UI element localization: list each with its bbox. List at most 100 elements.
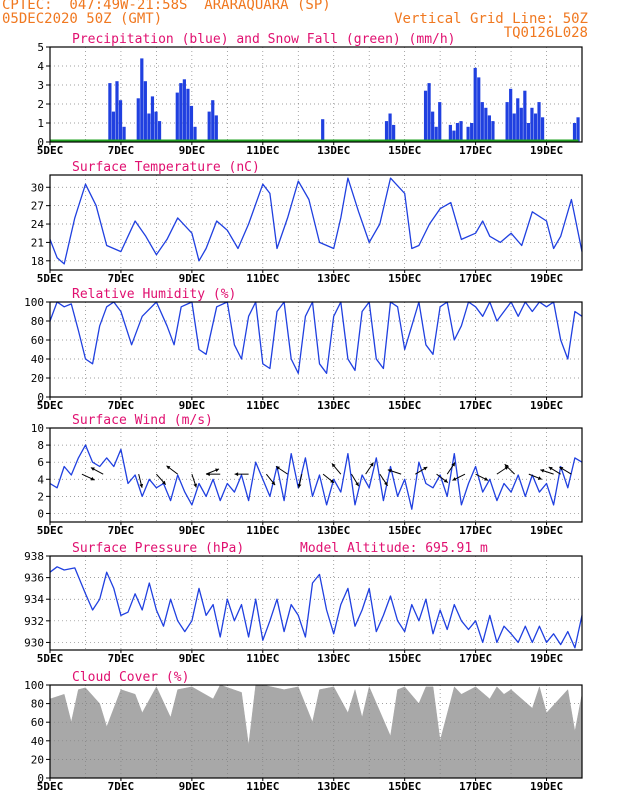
header-datetime: 05DEC2020 50Z (GMT) [2,11,163,27]
precip-bar [572,123,577,142]
header-model-id: TQ0126L028 [503,25,588,41]
x-tick-label: 15DEC [388,144,421,157]
x-tick-label: 13DEC [317,652,350,665]
x-tick-label: 7DEC [108,652,135,665]
precip-bar [122,126,126,142]
x-tick-label: 13DEC [317,524,350,537]
x-tick-label: 5DEC [37,272,64,285]
precip-bar [115,81,119,142]
y-tick-label: 24 [31,218,45,231]
panel-frame [49,555,583,651]
y-tick-label: 4 [37,60,44,73]
precip-bar [193,126,197,142]
precip-bar [537,102,541,142]
panel-title: Relative Humidity (%) [72,287,236,302]
wind-arrow-head [139,483,144,488]
y-tick-label: 8 [37,439,44,452]
precip-bar [392,124,396,142]
precip-bar [140,58,144,142]
precip-bar [143,81,147,142]
y-tick-label: 20 [31,753,44,766]
precip-bar [118,100,123,142]
x-tick-label: 9DEC [179,144,206,157]
precip-bar [434,126,438,142]
x-tick-label: 11DEC [246,144,279,157]
precip-bar [473,67,477,142]
x-tick-label: 17DEC [459,524,492,537]
precip-bar [530,107,534,142]
precip-bar [182,79,186,142]
x-tick-label: 11DEC [246,652,279,665]
panel-title: Cloud Cover (%) [72,670,189,685]
x-tick-label: 9DEC [179,399,206,412]
wind-arrow-head [423,466,428,471]
x-tick-label: 11DEC [246,780,279,793]
precip-bar [448,124,452,142]
y-tick-label: 27 [31,200,44,213]
x-tick-label: 7DEC [108,780,135,793]
x-tick-label: 11DEC [246,272,279,285]
precip-bar [509,88,513,142]
precip-bar [523,90,527,142]
panel-frame [49,684,583,779]
precip-bar [108,83,112,142]
x-tick-label: 17DEC [459,399,492,412]
panel-frame [49,301,583,398]
y-tick-label: 6 [37,456,44,469]
cloud-cover-area [49,684,583,779]
x-tick-label: 5DEC [37,652,64,665]
wind-arrow-head [330,479,335,483]
x-tick-label: 13DEC [317,144,350,157]
wind-arrow-head [355,482,359,487]
precip-bar [189,105,194,142]
wind-arrow-head [90,467,95,471]
precip-bar [487,115,491,142]
x-tick-label: 15DEC [388,399,421,412]
wind-arrow-head [275,466,280,470]
y-tick-label: 30 [31,181,44,194]
y-tick-label: 40 [31,735,44,748]
precip-bar [136,98,140,142]
precip-bar [321,119,325,142]
panel-title: Surface Wind (m/s) [72,413,213,428]
precip-bar [466,126,470,142]
y-tick-label: 932 [24,615,44,628]
panel-frame [49,46,583,143]
panel-frame [49,174,583,271]
x-tick-label: 19DEC [530,652,563,665]
y-tick-label: 934 [24,593,44,606]
y-tick-label: 10 [31,422,44,435]
x-tick-label: 13DEC [317,399,350,412]
wind-arrow-head [193,483,198,488]
precip-bar [459,121,463,142]
precip-bar [516,98,520,142]
x-tick-label: 7DEC [108,144,135,157]
y-tick-label: 0 [37,136,44,149]
x-tick-label: 9DEC [179,780,206,793]
precip-bar [423,90,428,142]
precip-bar [179,83,183,142]
x-tick-label: 15DEC [388,272,421,285]
y-tick-label: 0 [37,391,44,404]
panel-title: Precipitation (blue) and Snow Fall (gree… [72,32,456,47]
y-tick-label: 40 [31,353,44,366]
x-tick-label: 19DEC [530,399,563,412]
x-tick-label: 17DEC [459,144,492,157]
wind-arrow-head [331,463,336,468]
precip-bar [452,130,456,142]
wind-arrow-head [271,481,276,486]
wind-arrow-head [537,476,542,480]
x-tick-label: 11DEC [246,399,279,412]
x-tick-label: 11DEC [246,524,279,537]
y-tick-label: 2 [37,490,44,503]
y-tick-label: 4 [37,473,44,486]
x-tick-label: 7DEC [108,524,135,537]
y-tick-label: 80 [31,698,44,711]
wind-arrow-head [540,469,545,473]
precip-bar [175,92,179,142]
x-tick-label: 17DEC [459,780,492,793]
y-tick-label: 938 [24,550,44,563]
precip-bar [211,100,215,142]
x-tick-label: 13DEC [317,780,350,793]
